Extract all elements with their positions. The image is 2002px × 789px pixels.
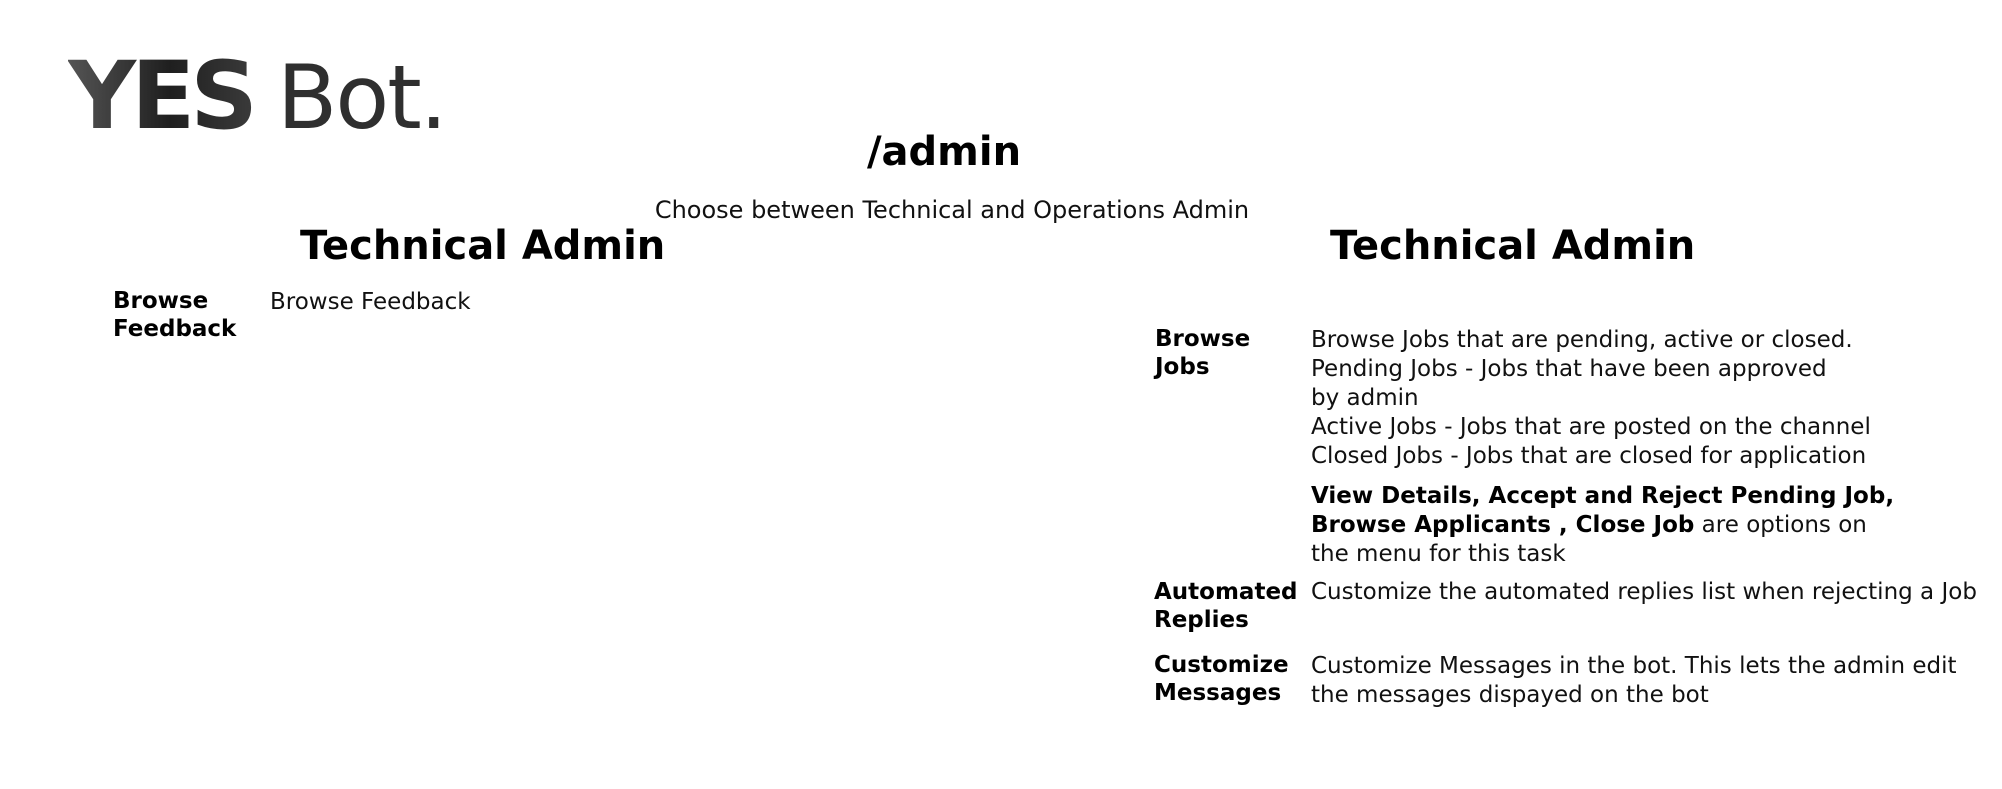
customize-messages-label-line1: Customize — [1154, 652, 1289, 678]
browse-jobs-options-line3: the menu for this task — [1311, 541, 1566, 567]
right-section-title: Technical Admin — [1330, 223, 1696, 269]
browse-jobs-description: Browse Jobs that are pending, active or … — [1311, 326, 1871, 471]
browse-jobs-desc-line: Pending Jobs - Jobs that have been appro… — [1311, 356, 1827, 382]
logo-bold-text: YES — [68, 42, 258, 151]
browse-feedback-label-line2: Feedback — [113, 316, 237, 342]
browse-jobs-options-suffix: are options on — [1694, 512, 1867, 538]
automated-replies-description: Customize the automated replies list whe… — [1311, 579, 1977, 605]
customize-messages-label: Customize Messages — [1154, 651, 1304, 707]
browse-jobs-desc-line: by admin — [1311, 385, 1419, 411]
page-title: /admin — [866, 129, 1022, 175]
automated-replies-label: Automated Replies — [1154, 578, 1304, 634]
browse-feedback-description: Browse Feedback — [270, 289, 471, 315]
page-subtitle: Choose between Technical and Operations … — [654, 196, 1250, 224]
customize-messages-desc-line1: Customize Messages in the bot. This lets… — [1311, 653, 1957, 679]
customize-messages-label-line2: Messages — [1154, 680, 1282, 706]
browse-jobs-options-bold-line1: View Details, Accept and Reject Pending … — [1311, 483, 1895, 509]
logo-light-text: Bot. — [276, 46, 448, 149]
customize-messages-description: Customize Messages in the bot. This lets… — [1311, 652, 1957, 710]
browse-jobs-options-bold-line2: Browse Applicants , Close Job — [1311, 512, 1695, 538]
browse-feedback-label: Browse Feedback — [113, 287, 263, 343]
browse-jobs-desc-line: Browse Jobs that are pending, active or … — [1311, 327, 1853, 353]
browse-jobs-options: View Details, Accept and Reject Pending … — [1311, 482, 1894, 569]
left-section-title: Technical Admin — [300, 223, 666, 269]
browse-jobs-desc-line: Active Jobs - Jobs that are posted on th… — [1311, 414, 1871, 440]
browse-jobs-label-line1: Browse — [1155, 326, 1251, 352]
browse-jobs-desc-line: Closed Jobs - Jobs that are closed for a… — [1311, 443, 1867, 469]
browse-jobs-label-line2: Jobs — [1155, 354, 1210, 380]
automated-replies-label-line2: Replies — [1154, 607, 1249, 633]
yes-bot-logo: YES Bot. — [68, 42, 448, 152]
automated-replies-label-line1: Automated — [1154, 579, 1298, 605]
browse-jobs-label: Browse Jobs — [1155, 325, 1305, 381]
browse-feedback-label-line1: Browse — [113, 288, 209, 314]
customize-messages-desc-line2: the messages dispayed on the bot — [1311, 682, 1709, 708]
